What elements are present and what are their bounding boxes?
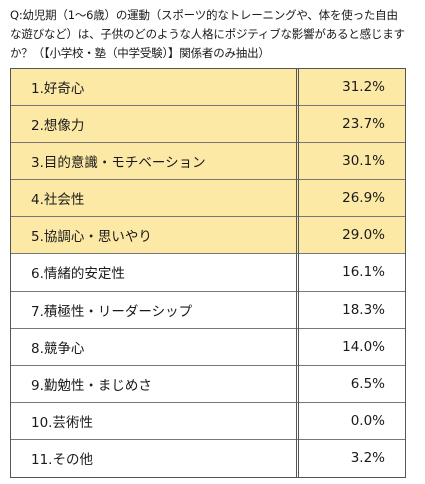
row-label: 3.目的意識・モチベーション (31, 155, 206, 172)
row-label: 2.想像力 (31, 118, 85, 135)
row-value: 16.1% (342, 264, 385, 281)
row-label: 1.好奇心 (31, 81, 85, 98)
row-value: 18.3% (342, 301, 385, 318)
table-row: 9.勤勉性・まじめさ 6.5% (11, 366, 405, 403)
row-value: 0.0% (350, 412, 385, 429)
table-row: 1.好奇心 31.2% (11, 69, 405, 107)
row-label: 5.協調心・思いやり (31, 229, 152, 246)
row-label: 4.社会性 (31, 192, 85, 209)
table-row: 4.社会性 26.9% (11, 180, 405, 218)
table-row: 3.目的意識・モチベーション 30.1% (11, 143, 405, 181)
table-row: 8.競争心 14.0% (11, 329, 405, 366)
table-row: 11.その他 3.2% (11, 440, 405, 477)
row-value: 30.1% (342, 153, 385, 170)
row-label: 7.積極性・リーダーシップ (31, 303, 193, 320)
table-row: 2.想像力 23.7% (11, 106, 405, 144)
row-value: 26.9% (342, 190, 385, 207)
row-value: 6.5% (350, 375, 385, 392)
row-label: 10.芸術性 (31, 414, 93, 431)
row-label: 11.その他 (31, 452, 93, 469)
row-label: 6.情緒的安定性 (31, 266, 125, 283)
row-value: 3.2% (350, 450, 385, 467)
table-row: 5.協調心・思いやり 29.0% (11, 217, 405, 255)
row-value: 31.2% (342, 79, 385, 96)
table-row: 7.積極性・リーダーシップ 18.3% (11, 292, 405, 329)
row-label: 8.競争心 (31, 340, 85, 357)
row-label: 9.勤勉性・まじめさ (31, 377, 152, 394)
table-row: 6.情緒的安定性 16.1% (11, 254, 405, 292)
row-value: 14.0% (342, 338, 385, 355)
row-value: 23.7% (342, 116, 385, 133)
row-value: 29.0% (342, 227, 385, 244)
table-row: 10.芸術性 0.0% (11, 403, 405, 440)
question-text: Q:幼児期（1～6歳）の運動（スポーツ的なトレーニングや、体を使った自由な遊びな… (10, 8, 405, 60)
results-table: 1.好奇心 31.2% 2.想像力 23.7% 3.目的意識・モチベーション 30.1% 4… (10, 68, 406, 478)
